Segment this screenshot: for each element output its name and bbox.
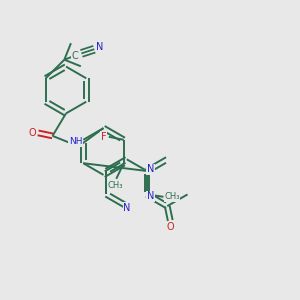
- Text: CH₃: CH₃: [107, 181, 122, 190]
- Text: N: N: [147, 164, 154, 174]
- Text: F: F: [100, 132, 106, 142]
- Text: O: O: [29, 128, 37, 138]
- Text: N: N: [123, 202, 130, 213]
- Text: C: C: [71, 51, 78, 61]
- Text: O: O: [167, 222, 174, 232]
- Text: N: N: [96, 42, 103, 52]
- Text: NH: NH: [69, 137, 82, 146]
- Text: N: N: [147, 191, 154, 201]
- Text: CH₃: CH₃: [164, 192, 180, 201]
